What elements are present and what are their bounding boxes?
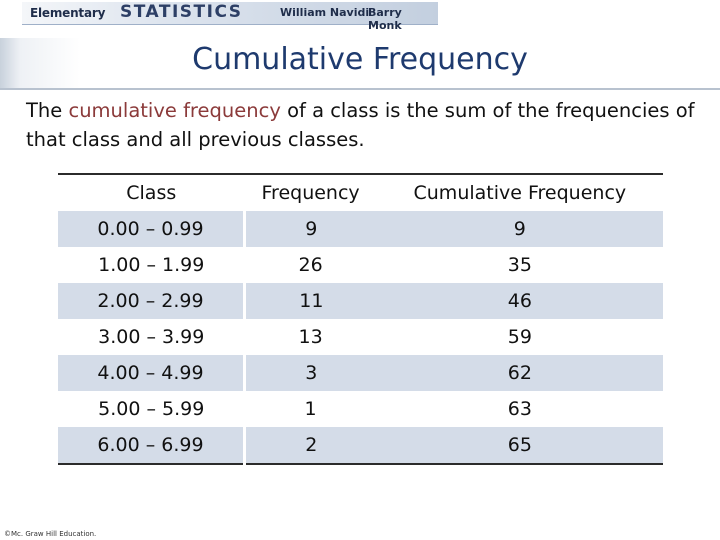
- cell-cumulative: 9: [376, 211, 663, 247]
- table-row: 4.00 – 4.99 3 62: [58, 355, 663, 391]
- table-row: 3.00 – 3.99 13 59: [58, 319, 663, 355]
- table-header-row: Class Frequency Cumulative Frequency: [58, 174, 663, 211]
- title-bar: [0, 38, 720, 90]
- cell-frequency: 26: [298, 254, 323, 276]
- cell-cumulative: 35: [507, 254, 532, 276]
- banner-statistics: STATISTICS: [120, 2, 243, 22]
- cell-frequency: 9: [244, 211, 377, 247]
- cell-cumulative: 65: [376, 427, 663, 464]
- table-row: 6.00 – 6.99 2 65: [58, 427, 663, 464]
- cell-cumulative: 46: [376, 283, 663, 319]
- cell-cumulative: 63: [507, 398, 532, 420]
- cell-class: 4.00 – 4.99: [58, 355, 246, 391]
- banner-author-1: William Navidi: [280, 6, 370, 19]
- header-class: Class: [126, 182, 177, 204]
- cell-class: 1.00 – 1.99: [98, 254, 205, 276]
- book-banner: Elementary STATISTICS William Navidi Bar…: [22, 2, 438, 32]
- cell-frequency: 1: [304, 398, 317, 420]
- table-row: 1.00 – 1.99 26 35: [58, 247, 663, 283]
- table-row: 2.00 – 2.99 11 46: [58, 283, 663, 319]
- cell-class: 5.00 – 5.99: [98, 398, 205, 420]
- definition-term: cumulative frequency: [68, 99, 281, 122]
- header-cumulative-frequency: Cumulative Frequency: [413, 182, 627, 204]
- header-frequency: Frequency: [261, 182, 360, 204]
- cell-frequency: 2: [244, 427, 377, 464]
- cell-class: 6.00 – 6.99: [58, 427, 246, 464]
- cell-cumulative: 62: [376, 355, 663, 391]
- copyright-footer: ©Mc. Graw Hill Education.: [4, 530, 97, 538]
- cell-class: 2.00 – 2.99: [58, 283, 246, 319]
- cell-class: 0.00 – 0.99: [58, 211, 246, 247]
- cell-frequency: 13: [298, 326, 323, 348]
- cell-frequency: 3: [244, 355, 377, 391]
- definition-text-start: The: [26, 99, 69, 122]
- definition-text-end: of a class is the sum of the frequencies…: [26, 99, 695, 151]
- cell-frequency: 11: [244, 283, 377, 319]
- table-row: 0.00 – 0.99 9 9: [58, 211, 663, 247]
- cell-cumulative: 59: [507, 326, 532, 348]
- slide-title: Cumulative Frequency: [192, 42, 528, 77]
- table-row: 5.00 – 5.99 1 63: [58, 391, 663, 427]
- banner-elementary: Elementary: [30, 6, 106, 20]
- banner-author-2: Barry Monk: [368, 6, 402, 32]
- frequency-table: Class Frequency Cumulative Frequency 0.0…: [58, 173, 663, 465]
- definition-paragraph: The cumulative frequency of a class is t…: [26, 96, 706, 154]
- cell-class: 3.00 – 3.99: [98, 326, 205, 348]
